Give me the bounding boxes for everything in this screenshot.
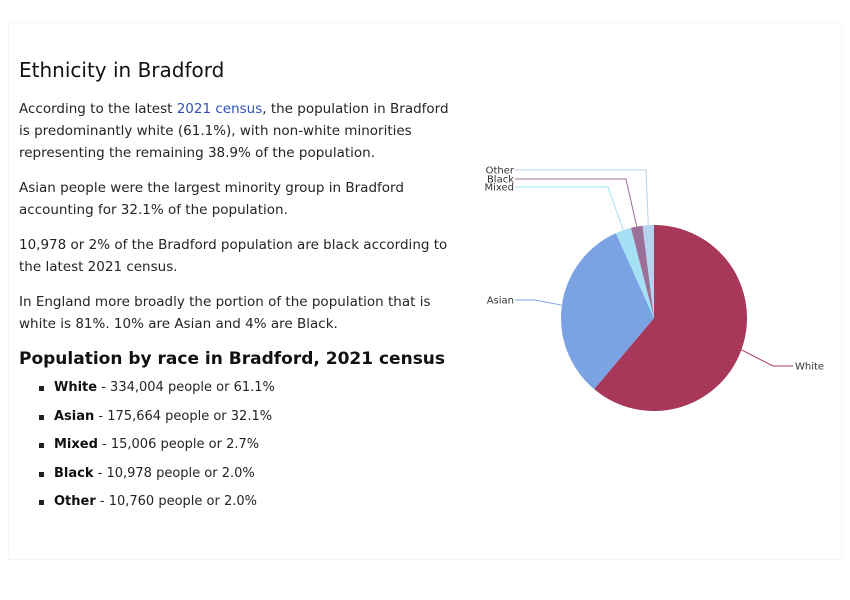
paragraph-1: According to the latest 2021 census, the… <box>19 98 449 164</box>
list-item-label: Black <box>54 465 94 481</box>
list-item-text: - 175,664 people or 32.1% <box>94 408 273 424</box>
leader-line-mixed <box>515 186 624 231</box>
list-item-text: - 15,006 people or 2.7% <box>97 437 260 453</box>
pie-label-mixed: Mixed <box>484 183 514 194</box>
list-item-text: - 10,760 people or 2.0% <box>95 494 257 510</box>
census-link[interactable]: 2021 census <box>176 101 263 117</box>
paragraph-2: Asian people were the largest minority g… <box>19 180 404 218</box>
list-item-asian: Asian - 175,664 people or 32.1% <box>39 408 449 426</box>
pie-label-other: Other <box>486 166 515 177</box>
pie-slice-asian[interactable] <box>561 233 654 390</box>
paragraph-1-prefix: According to the latest <box>19 101 177 117</box>
list-heading: Population by race in Bradford, 2021 cen… <box>19 349 446 369</box>
list-item-mixed: Mixed - 15,006 people or 2.7% <box>39 436 449 454</box>
article: Ethnicity in Bradford According to the l… <box>19 58 449 522</box>
paragraph-1-suffix: , the population in Bradford is predomin… <box>19 101 449 161</box>
population-list: White - 334,004 people or 61.1% Asian - … <box>19 379 449 511</box>
list-item-label: Mixed <box>54 437 98 453</box>
list-item-label: Asian <box>54 408 95 424</box>
leader-line-black <box>515 178 638 227</box>
pie-slice-mixed[interactable] <box>615 227 654 318</box>
pie-label-asian: Asian <box>487 296 514 307</box>
list-item-label: Other <box>54 494 96 510</box>
paragraph-4: In England more broadly the portion of t… <box>19 294 431 332</box>
list-item-white: White - 334,004 people or 61.1% <box>39 379 449 397</box>
list-item-text: - 334,004 people or 61.1% <box>97 380 275 395</box>
list-item-label: White <box>54 380 98 395</box>
page-title: Ethnicity in Bradford <box>19 58 225 82</box>
paragraph-3: 10,978 or 2% of the Bradford population … <box>19 237 448 275</box>
pie-slice-white[interactable] <box>594 225 747 411</box>
pie-slice-other[interactable] <box>642 225 654 318</box>
leader-line-white <box>741 349 793 367</box>
leader-line-asian <box>515 299 562 306</box>
list-item-black: Black - 10,978 people or 2.0% <box>39 465 449 483</box>
pie-slice-black[interactable] <box>630 225 654 318</box>
leader-line-other <box>515 169 649 226</box>
pie-label-white: White <box>795 362 824 373</box>
list-item-text: - 10,978 people or 2.0% <box>93 465 255 481</box>
list-item-other: Other - 10,760 people or 2.0% <box>39 493 449 511</box>
pie-label-black: Black <box>487 175 514 186</box>
